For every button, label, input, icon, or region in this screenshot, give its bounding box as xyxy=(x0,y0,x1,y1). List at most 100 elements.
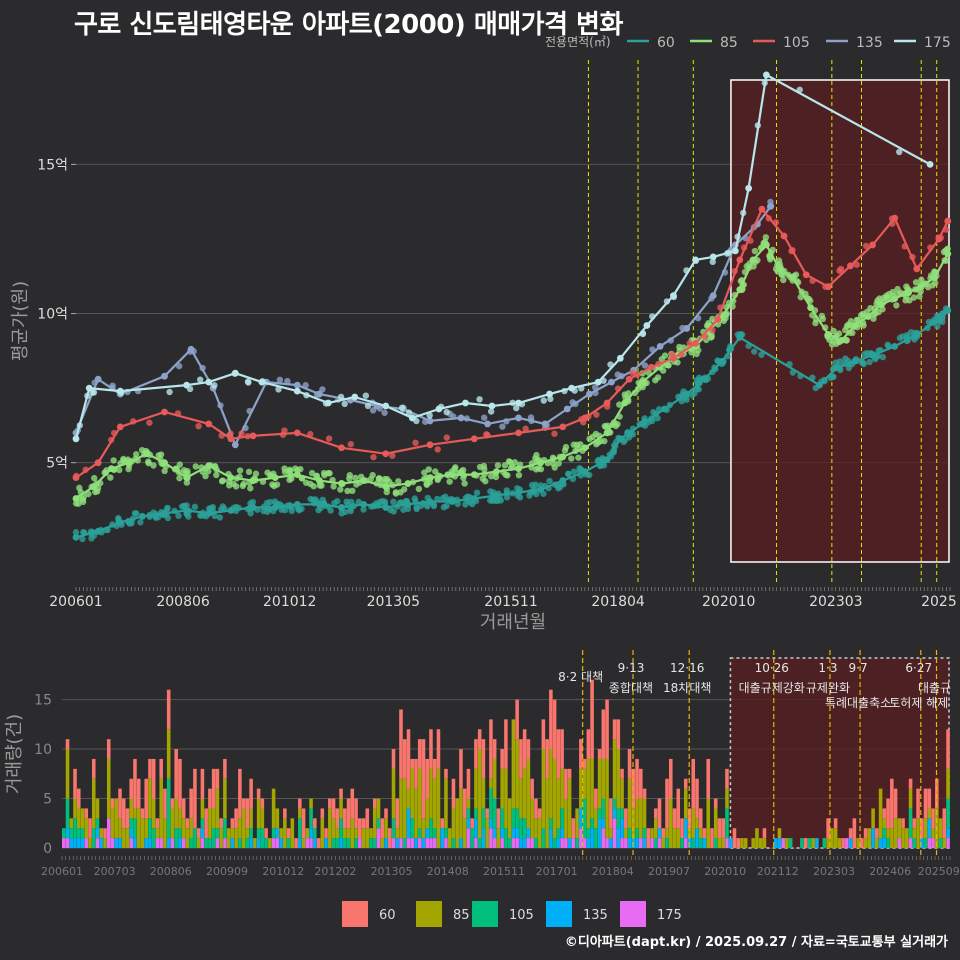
price-scatter-point xyxy=(893,302,900,309)
price-point-85 xyxy=(125,459,133,467)
price-point-85 xyxy=(762,241,770,249)
volume-bar-85 xyxy=(665,828,669,839)
volume-bar-60 xyxy=(260,798,265,809)
volume-legend-swatch-60 xyxy=(342,901,368,927)
price-point-85 xyxy=(776,265,784,273)
price-point-105 xyxy=(293,429,301,437)
volume-bar-135 xyxy=(609,838,613,848)
volume-bar-85 xyxy=(436,768,441,848)
volume-bar-135 xyxy=(324,838,328,848)
volume-bar-85 xyxy=(148,778,152,819)
volume-bar-85 xyxy=(830,828,834,848)
price-scatter-point xyxy=(79,535,86,543)
volume-bar-85 xyxy=(725,788,729,809)
volume-bar-60 xyxy=(863,828,868,839)
volume-bar-85 xyxy=(144,818,148,839)
volume-bar-175 xyxy=(624,838,628,848)
price-point-60 xyxy=(891,342,899,350)
volume-bar-85 xyxy=(65,749,70,799)
price-point-85 xyxy=(293,471,301,479)
volume-bar-135 xyxy=(586,838,591,848)
volume-bar-85 xyxy=(616,749,621,809)
volume-bar-105 xyxy=(346,838,351,848)
price-y-tick-label: 5억 xyxy=(46,456,68,472)
price-scatter-point xyxy=(487,497,494,504)
price-point-105 xyxy=(470,435,478,443)
volume-bar-85 xyxy=(886,828,890,839)
volume-bar-105 xyxy=(908,808,913,839)
volume-bar-85 xyxy=(942,838,947,848)
volume-bar-175 xyxy=(781,838,785,848)
price-scatter-point xyxy=(191,503,199,511)
volume-bar-175 xyxy=(271,838,276,848)
volume-bar-105 xyxy=(788,838,793,848)
price-scatter-point xyxy=(252,470,260,477)
price-point-175 xyxy=(324,399,332,407)
volume-bar-85 xyxy=(713,808,718,839)
volume-x-tick-label: 201804 xyxy=(592,865,634,878)
volume-x-tick-label: 201305 xyxy=(371,865,413,878)
volume-bar-175 xyxy=(305,838,310,848)
volume-bar-85 xyxy=(103,838,107,848)
price-point-135 xyxy=(515,414,522,422)
volume-bar-60 xyxy=(477,729,482,750)
price-scatter-point xyxy=(94,488,101,495)
volume-bar-60 xyxy=(129,778,134,799)
price-scatter-point xyxy=(443,434,450,441)
volume-bar-60 xyxy=(106,739,111,759)
volume-bar-60 xyxy=(552,699,557,759)
volume-bar-105 xyxy=(556,828,561,839)
volume-bar-135 xyxy=(73,838,77,848)
volume-bar-135 xyxy=(406,808,411,839)
volume-bar-60 xyxy=(208,788,212,809)
volume-x-tick-label: 201907 xyxy=(648,865,690,878)
price-scatter-point xyxy=(918,276,925,283)
volume-bar-85 xyxy=(95,798,100,819)
price-scatter-point xyxy=(707,334,715,341)
volume-bar-175 xyxy=(500,838,504,848)
volume-bar-135 xyxy=(597,818,602,848)
volume-bar-135 xyxy=(500,828,504,839)
price-point-175 xyxy=(408,414,416,422)
volume-bar-85 xyxy=(309,798,313,809)
volume-bar-85 xyxy=(511,719,516,809)
volume-bar-105 xyxy=(500,808,504,829)
volume-bar-60 xyxy=(627,749,632,779)
volume-bar-105 xyxy=(541,828,546,848)
volume-bar-105 xyxy=(586,828,591,839)
volume-bar-60 xyxy=(88,818,92,839)
price-scatter-point xyxy=(625,390,632,397)
price-point-85 xyxy=(639,378,646,386)
volume-bar-60 xyxy=(612,719,617,740)
volume-bar-135 xyxy=(166,838,171,848)
price-scatter-point xyxy=(570,468,578,475)
volume-bar-85 xyxy=(346,828,351,839)
price-scatter-point xyxy=(325,469,332,477)
volume-bar-175 xyxy=(571,838,576,848)
price-scatter-point xyxy=(853,261,860,268)
price-scatter-point xyxy=(227,430,234,437)
page-title: 구로 신도림태영타운 아파트(2000) 매매가격 변화 xyxy=(74,10,623,40)
volume-bar-60 xyxy=(762,828,767,839)
price-scatter-point xyxy=(278,506,285,513)
volume-bar-60 xyxy=(283,808,287,819)
price-point-175 xyxy=(594,378,602,386)
price-scatter-point xyxy=(575,454,582,461)
volume-bar-85 xyxy=(758,838,763,848)
volume-bar-105 xyxy=(335,838,340,848)
price-scatter-point xyxy=(674,359,681,366)
price-scatter-point xyxy=(586,435,593,443)
volume-bar-60 xyxy=(320,808,325,819)
price-point-85 xyxy=(864,313,872,320)
price-scatter-point xyxy=(347,440,354,448)
price-scatter-point xyxy=(107,474,114,481)
price-point-85 xyxy=(824,331,832,338)
volume-bar-85 xyxy=(777,828,782,839)
price-scatter-point xyxy=(327,507,334,514)
volume-bar-60 xyxy=(219,818,223,829)
volume-x-tick-label: 201202 xyxy=(314,865,356,878)
price-point-60 xyxy=(700,375,708,383)
volume-bar-60 xyxy=(151,758,156,799)
price-scatter-point xyxy=(245,468,253,476)
price-point-175 xyxy=(546,390,553,398)
